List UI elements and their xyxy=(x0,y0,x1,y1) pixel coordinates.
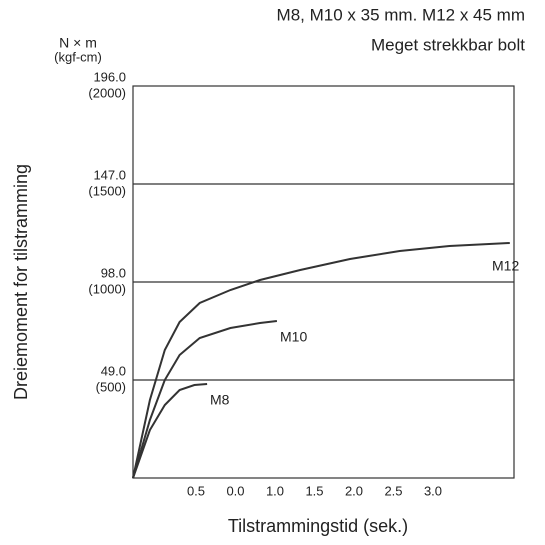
unit-sublabel: (kgf-cm) xyxy=(54,49,102,64)
x-tick-label: 3.0 xyxy=(424,483,442,498)
series-label: M8 xyxy=(210,392,230,408)
x-tick-label: 0.0 xyxy=(226,483,244,498)
unit-label: N × m xyxy=(59,35,97,51)
series-line xyxy=(132,383,208,479)
chart-subtitle: Meget strekkbar bolt xyxy=(371,35,525,54)
y-tick-label: 147.0 xyxy=(93,167,126,182)
chart-title: M8, M10 x 35 mm. M12 x 45 mm xyxy=(277,5,525,24)
x-tick-label: 2.0 xyxy=(345,483,363,498)
x-tick-label: 1.0 xyxy=(266,483,284,498)
y-tick-label: 196.0 xyxy=(93,69,126,84)
y-tick-label: 49.0 xyxy=(101,363,126,378)
y-tick-label: 98.0 xyxy=(101,265,126,280)
series-line xyxy=(132,242,510,479)
y-tick-sublabel: (1000) xyxy=(88,281,126,296)
x-tick-label: 1.5 xyxy=(305,483,323,498)
series-line xyxy=(132,320,278,479)
y-tick-sublabel: (500) xyxy=(96,379,126,394)
series-label: M12 xyxy=(492,258,519,274)
series-label: M10 xyxy=(280,329,307,345)
y-tick-sublabel: (1500) xyxy=(88,183,126,198)
y-tick-sublabel: (2000) xyxy=(88,85,126,100)
x-axis-label: Tilstrammingstid (sek.) xyxy=(228,516,408,536)
y-axis-label: Dreiemoment for tilstramming xyxy=(11,164,31,400)
x-tick-label: 0.5 xyxy=(187,483,205,498)
x-tick-label: 2.5 xyxy=(384,483,402,498)
